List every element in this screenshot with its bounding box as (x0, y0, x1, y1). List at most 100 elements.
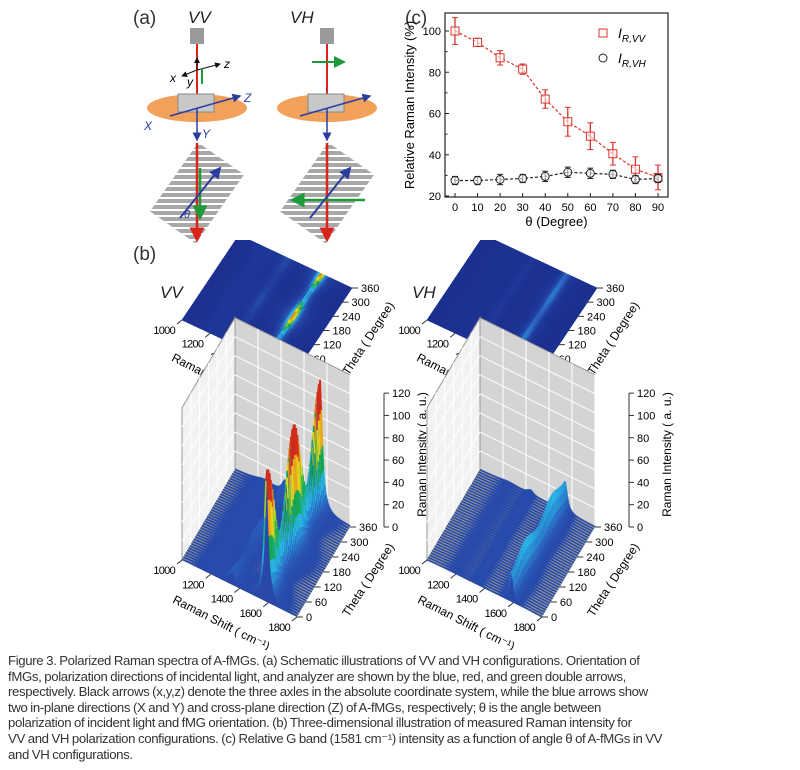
spectrum-segment (327, 560, 330, 563)
spectrum-segment (280, 492, 284, 497)
spectrum-segment (261, 508, 264, 511)
spectrum-segment (298, 538, 302, 546)
spectrum-segment (314, 568, 317, 571)
spectrum-segment (309, 561, 312, 564)
spectrum-segment (309, 519, 313, 526)
spectrum-segment (249, 507, 252, 510)
spectrum-segment (336, 542, 339, 545)
spectrum-segment (336, 532, 339, 535)
axis-X-label: X (143, 119, 153, 133)
spectrum-segment (257, 499, 260, 502)
spectrum-segment (330, 545, 333, 548)
spectrum-segment (252, 505, 255, 508)
spectrum-segment (243, 524, 246, 527)
spectrum-segment (317, 523, 320, 527)
spectrum-segment (334, 535, 337, 538)
spectrum-segment (347, 526, 350, 529)
spectrum-segment (299, 536, 303, 544)
spectrum-segment (318, 552, 321, 555)
spectrum-segment (334, 547, 336, 550)
spectrum-segment (225, 487, 228, 490)
spectrum-segment (280, 487, 284, 491)
spectrum-segment (318, 567, 321, 570)
spectrum-segment (302, 566, 306, 569)
spectrum-segment (312, 539, 316, 542)
spectrum-segment (306, 558, 310, 562)
spectrum-segment (323, 549, 326, 552)
spectrum-segment (310, 568, 313, 571)
spectrum-segment (307, 548, 310, 552)
spectrum-segment (260, 482, 263, 485)
spectrum-segment (250, 501, 253, 504)
spectrum-segment (249, 518, 252, 521)
spectrum-segment (308, 553, 311, 556)
spectrum-segment (302, 546, 305, 551)
spectrum-segment (256, 537, 260, 542)
spectrum-segment (217, 497, 220, 500)
spectrum-segment (232, 479, 235, 482)
spectrum-segment (235, 525, 238, 528)
spectrum-segment (242, 529, 245, 532)
spectrum-segment (248, 527, 251, 530)
spectrum-segment (246, 507, 249, 510)
spectrum-segment (313, 531, 316, 535)
spectrum-segment (303, 554, 306, 557)
spectrum-segment (278, 498, 281, 503)
spectrum-segment (231, 481, 234, 484)
spectrum-segment (335, 541, 338, 544)
spectrum-segment (205, 523, 207, 526)
spectrum-segment (309, 545, 313, 548)
spectrum-segment (299, 556, 303, 560)
spectrum-segment (314, 547, 318, 550)
spectrum-segment (306, 562, 309, 565)
spectrum-segment (318, 561, 321, 564)
spectrum-segment (304, 552, 308, 555)
spectrum-segment (308, 550, 311, 553)
spectrum-segment (327, 509, 330, 513)
schematic-vv: x y z X Y Z θ (143, 28, 252, 244)
spectrum-segment (301, 542, 304, 548)
fmg-direction-arrow (179, 166, 222, 219)
spectrum-segment (338, 540, 340, 543)
spectrum-segment (334, 538, 337, 541)
spectrum-segment (255, 498, 258, 501)
spectrum-segment (235, 474, 238, 477)
spectrum-segment (312, 550, 315, 554)
spectrum-segment (324, 544, 327, 547)
spectrum-segment (322, 534, 325, 537)
spectrum-segment (247, 502, 250, 505)
spectrum-segment (315, 550, 318, 554)
spectrum-segment (323, 544, 326, 547)
spectrum-segment (277, 516, 280, 519)
spectrum-segment (325, 535, 328, 539)
y-tick-label: 360 (361, 283, 379, 295)
spectrum-segment (273, 497, 276, 501)
spectrum-segment (227, 482, 230, 485)
spectrum-segment (256, 489, 259, 492)
spectrum-segment (312, 547, 315, 551)
spectrum-segment (326, 518, 330, 522)
spectrum-segment (254, 507, 257, 510)
spectrum-segment (346, 523, 349, 526)
spectrum-segment (241, 532, 244, 535)
spectrum-segment (210, 511, 213, 514)
spectrum-segment (262, 496, 265, 499)
spectrum-segment (333, 537, 336, 540)
spectrum-segment (305, 550, 309, 553)
spectrum-segment (335, 522, 338, 525)
spectrum-segment (328, 519, 331, 523)
spectrum-segment (259, 512, 261, 515)
spectrum-segment (207, 516, 210, 519)
spectrum-segment (337, 521, 340, 524)
spectrum-segment (239, 537, 242, 540)
heatmap-vv-title: VV (160, 283, 183, 302)
spectrum-segment (224, 492, 227, 495)
spectrum-segment (324, 547, 327, 550)
spectrum-segment (260, 501, 263, 504)
spectrum-segment (278, 520, 281, 523)
spectrum-segment (261, 486, 264, 489)
spectrum-segment (321, 529, 325, 533)
spectrum-segment (329, 535, 332, 538)
spectrum-segment (323, 535, 327, 538)
spectrum-segment (255, 495, 258, 498)
